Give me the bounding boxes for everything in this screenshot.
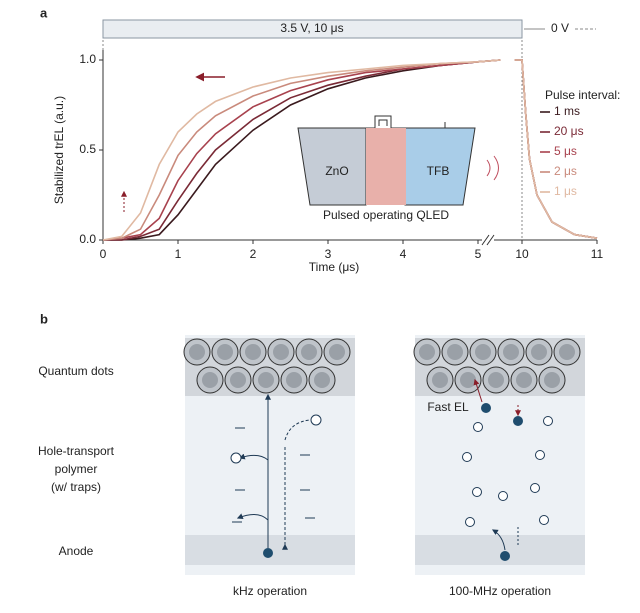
inset [297, 115, 476, 206]
emission [486, 155, 499, 181]
x-tick-label: 1 [175, 247, 182, 261]
inset-label: TFB [427, 164, 450, 178]
quantum-dot-core [230, 372, 246, 388]
quantum-dot-core [516, 372, 532, 388]
quantum-dot-core [329, 344, 345, 360]
x-tick-label: 3 [325, 247, 332, 261]
legend-label: 20 μs [554, 124, 584, 138]
quantum-dot-core [273, 344, 289, 360]
anode [415, 535, 585, 565]
x-tick-label: 5 [475, 247, 482, 261]
series-line [102, 59, 501, 241]
quantum-dot-core [301, 344, 317, 360]
inset-label: ZnO [325, 164, 348, 178]
x-tick-label: 4 [400, 247, 407, 261]
pulse-bar [102, 19, 523, 39]
quantum-dot-core [286, 372, 302, 388]
caption: kHz operation [233, 584, 307, 598]
y-tick-label: 1.0 [79, 52, 96, 66]
inset-caption: Pulsed operating QLED [323, 208, 449, 222]
row-label: (w/ traps) [51, 480, 101, 494]
axis-break [481, 234, 490, 246]
x-axis-label: Time (μs) [309, 260, 359, 274]
row-label: Hole-transport [38, 444, 115, 458]
row-label: polymer [55, 462, 98, 476]
caption: 100-MHz operation [449, 584, 551, 598]
legend-label: 5 μs [554, 144, 577, 158]
quantum-dot-core [258, 372, 274, 388]
quantum-dot-core [531, 344, 547, 360]
y-tick-label: 0.0 [79, 232, 96, 246]
legend-title: Pulse interval: [545, 88, 620, 102]
quantum-dot-core [189, 344, 205, 360]
quantum-dot-core [217, 344, 233, 360]
x-tick-label: 10 [515, 247, 529, 261]
legend-label: 2 μs [554, 164, 577, 178]
quantum-dot-core [488, 372, 504, 388]
quantum-dot-core [245, 344, 261, 360]
legend-label: 1 μs [554, 184, 577, 198]
carriers [230, 378, 553, 561]
panel-label: b [40, 311, 48, 326]
pulse-label: 3.5 V, 10 μs [280, 21, 343, 35]
x-tick-label: 0 [100, 247, 107, 261]
x-tick-label: 2 [250, 247, 257, 261]
y-axis-label: Stabilized trEL (a.u.) [52, 96, 66, 204]
row-label: Anode [59, 544, 94, 558]
quantum-dot-core [432, 372, 448, 388]
quantum-dot-core [202, 372, 218, 388]
off-label: 0 V [551, 21, 569, 35]
series-line [514, 59, 598, 239]
x-tick-label: 11 [591, 247, 604, 261]
legend-label: 1 ms [554, 104, 580, 118]
axis-break [486, 234, 495, 246]
panel-label: a [40, 5, 48, 20]
fast-label: Fast EL [427, 400, 469, 414]
y-tick-label: 0.5 [79, 142, 96, 156]
quantum-dot-core [475, 344, 491, 360]
quantum-dot-core [544, 372, 560, 388]
quantum-dot-core [314, 372, 330, 388]
row-label: Quantum dots [38, 364, 113, 378]
series-line [102, 59, 501, 241]
quantum-dots [183, 338, 585, 396]
quantum-dot-core [559, 344, 575, 360]
quantum-dot-core [447, 344, 463, 360]
quantum-dot-core [503, 344, 519, 360]
quantum-dot-core [419, 344, 435, 360]
quantum-dot-core [460, 372, 476, 388]
